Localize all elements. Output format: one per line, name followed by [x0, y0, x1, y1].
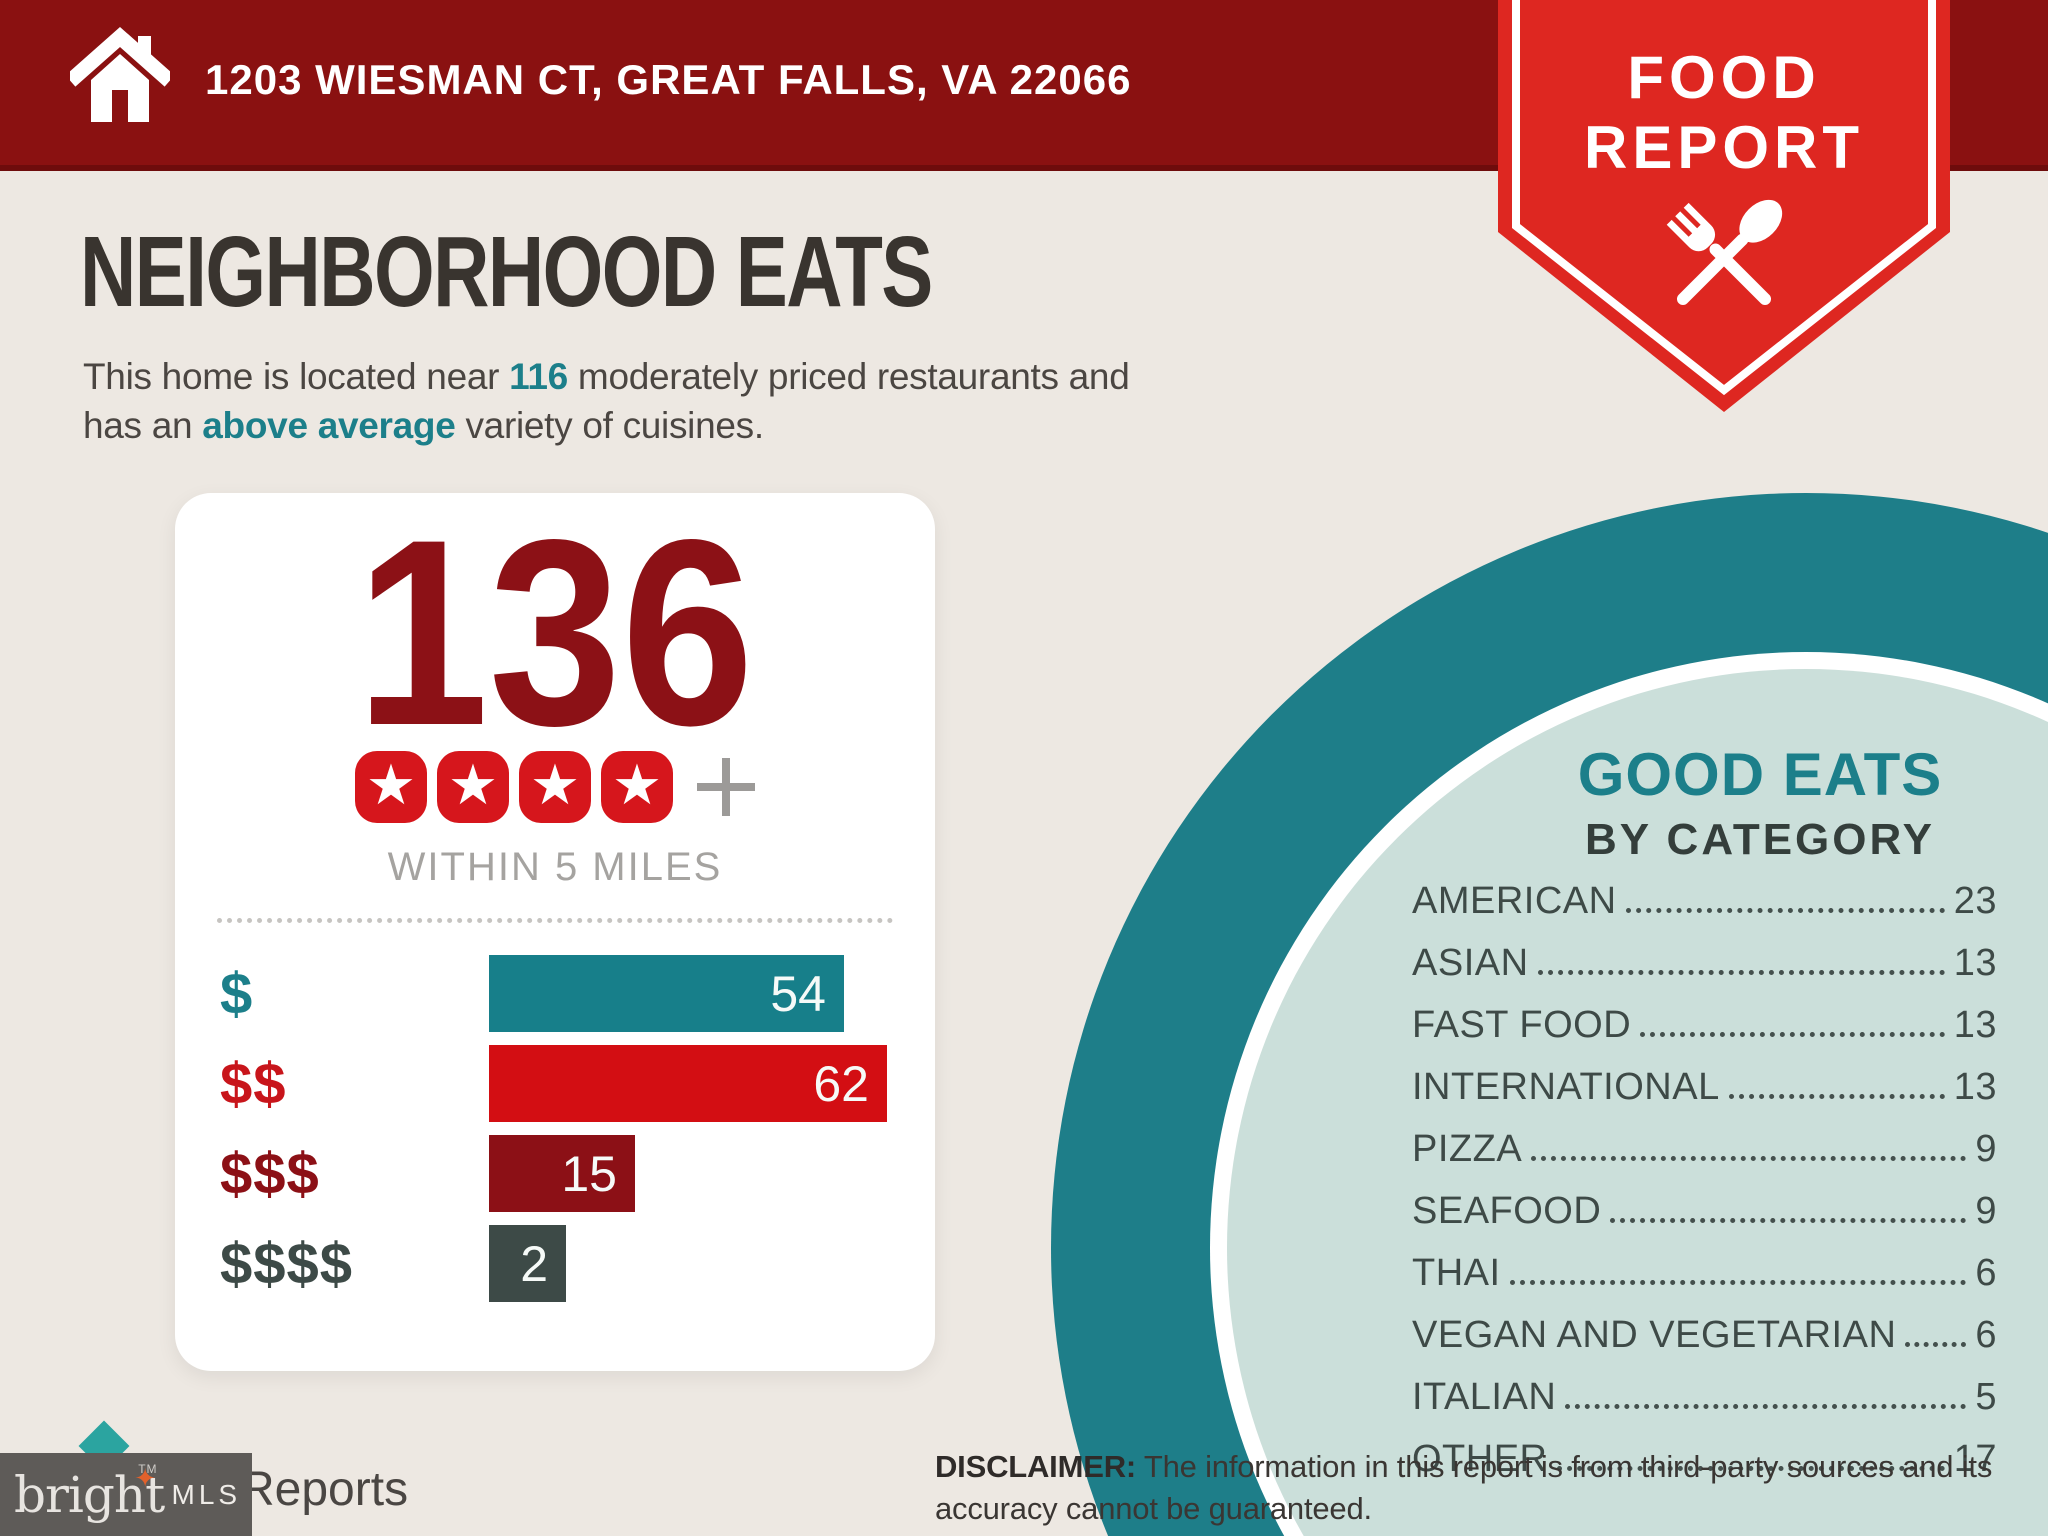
category-label: AMERICAN: [1412, 880, 1617, 922]
bar: 54: [489, 955, 844, 1032]
category-value: 6: [1975, 1314, 1997, 1356]
intro-text: This home is located near 116 moderately…: [83, 352, 1443, 450]
price-tier-label: $: [220, 961, 254, 1026]
bar: 62: [489, 1045, 887, 1122]
summary-card: 136 ★ ★ ★ ★ WITHIN 5 MILES $54 $$ 62 $$$ 15 $$$$…: [175, 493, 935, 1371]
star-icon: ★: [519, 751, 591, 823]
good-eats-title: GOOD EATS: [1577, 741, 1943, 808]
category-row: FAST FOOD 13: [1412, 998, 1997, 1047]
dotted-leader: [1625, 874, 1945, 913]
bar-row: $$$$ 2: [175, 1225, 935, 1302]
bright-mls-logo: bright ✦ TM MLS: [0, 1453, 252, 1536]
category-row: AMERICAN 23: [1412, 874, 1997, 923]
category-value: 17: [1953, 1438, 1997, 1480]
dotted-leader: [1556, 1432, 1945, 1471]
bar-row: $54: [175, 955, 935, 1032]
category-row: INTERNATIONAL 13: [1412, 1060, 1997, 1109]
dotted-leader: [1610, 1184, 1967, 1223]
restaurant-count: 116: [509, 356, 568, 397]
dotted-leader: [1509, 1246, 1967, 1285]
spoon-fork-icon: [1666, 199, 1783, 306]
price-bars: $54 $$ 62 $$$ 15 $$$$ 2: [175, 955, 935, 1315]
dashed-divider: [217, 918, 893, 923]
category-value: 9: [1975, 1190, 1997, 1232]
bar-value: 2: [520, 1235, 548, 1292]
star-icon: ★: [437, 751, 509, 823]
home-icon: [70, 26, 170, 122]
category-value: 13: [1953, 1066, 1997, 1108]
bar: 2: [489, 1225, 566, 1302]
radius-subtitle: WITHIN 5 MILES: [387, 845, 723, 889]
mls-logo-text: MLS: [171, 1478, 242, 1510]
disclaimer-line2: accuracy cannot be guaranteed.: [935, 1490, 1372, 1526]
category-label: FAST FOOD: [1412, 1004, 1632, 1046]
page-title: NEIGHBORHOOD EATS: [80, 216, 933, 328]
category-label: VEGAN AND VEGETARIAN: [1412, 1314, 1897, 1356]
category-label: OTHER: [1412, 1438, 1548, 1480]
bar-row: $$ 62: [175, 1045, 935, 1122]
category-label: THAI: [1412, 1252, 1501, 1294]
category-value: 23: [1953, 880, 1997, 922]
category-value: 13: [1953, 1004, 1997, 1046]
bar-value: 54: [770, 965, 826, 1022]
star-icon: ★: [601, 751, 673, 823]
dotted-leader: [1565, 1370, 1967, 1409]
category-label: SEAFOOD: [1412, 1190, 1602, 1232]
star-rating-row: ★ ★ ★ ★: [175, 751, 935, 823]
bar-row: $$$ 15: [175, 1135, 935, 1212]
category-value: 6: [1975, 1252, 1997, 1294]
category-label: PIZZA: [1412, 1128, 1523, 1170]
category-value: 13: [1953, 942, 1997, 984]
plus-icon: [697, 758, 755, 816]
category-row: SEAFOOD 9: [1412, 1184, 1997, 1233]
good-eats-subtitle: BY CATEGORY: [1584, 815, 1935, 864]
category-label: ASIAN: [1412, 942, 1529, 984]
bright-logo-wordmark: bright: [14, 1465, 165, 1524]
trademark-symbol: TM: [138, 1461, 158, 1476]
bar-value: 15: [561, 1145, 617, 1202]
badge-line2: REPORT: [1584, 114, 1864, 181]
category-list: AMERICAN 23 ASIAN 13 FAST FOOD 13 INTERNATIONA…: [1412, 874, 1997, 1494]
category-row: ASIAN 13: [1412, 936, 1997, 985]
category-value: 5: [1975, 1376, 1997, 1418]
disclaimer-label: DISCLAIMER:: [935, 1449, 1137, 1484]
price-tier-label: $$$: [220, 1141, 320, 1206]
intro-line2-pre: has an: [83, 405, 203, 447]
star-badges: ★ ★ ★ ★: [355, 751, 673, 823]
dotted-leader: [1905, 1308, 1967, 1347]
category-row: ITALIAN 5: [1412, 1370, 1997, 1419]
category-row: VEGAN AND VEGETARIAN 6: [1412, 1308, 1997, 1357]
food-report-badge: FOOD REPORT: [1498, 0, 1950, 412]
badge-line1: FOOD: [1627, 44, 1820, 111]
variety-highlight: above average: [202, 405, 456, 447]
intro-post: variety of cuisines.: [455, 405, 764, 447]
total-restaurant-count: 136: [356, 485, 754, 781]
intro-pre: This home is located near: [83, 356, 510, 397]
badge-inner-border: [1512, 0, 1936, 396]
intro-mid: moderately priced restaurants and: [567, 356, 1130, 397]
bar: 15: [489, 1135, 635, 1212]
price-tier-label: $$$$: [220, 1231, 354, 1296]
category-value: 9: [1975, 1128, 1997, 1170]
partial-reports-logo-text: Reports: [240, 1463, 409, 1516]
badge-shape: [1498, 0, 1950, 412]
category-row: PIZZA 9: [1412, 1122, 1997, 1171]
dotted-leader: [1537, 936, 1945, 975]
dotted-leader: [1728, 1060, 1945, 1099]
category-row: THAI 6: [1412, 1246, 1997, 1295]
price-tier-label: $$: [220, 1051, 287, 1116]
disclaimer: DISCLAIMER: The information in this repo…: [935, 1446, 2048, 1530]
property-address: 1203 WIESMAN CT, GREAT FALLS, VA 22066: [205, 56, 1132, 103]
dotted-leader: [1640, 998, 1945, 1037]
good-eats-header: GOOD EATS BY CATEGORY: [1450, 740, 2048, 865]
dotted-leader: [1531, 1122, 1967, 1161]
category-row: OTHER 17: [1412, 1432, 1997, 1481]
star-icon: ★: [355, 751, 427, 823]
disclaimer-line1: The information in this report is from t…: [1136, 1449, 1993, 1484]
bar-value: 62: [813, 1055, 869, 1112]
category-label: ITALIAN: [1412, 1376, 1557, 1418]
category-label: INTERNATIONAL: [1412, 1066, 1720, 1108]
